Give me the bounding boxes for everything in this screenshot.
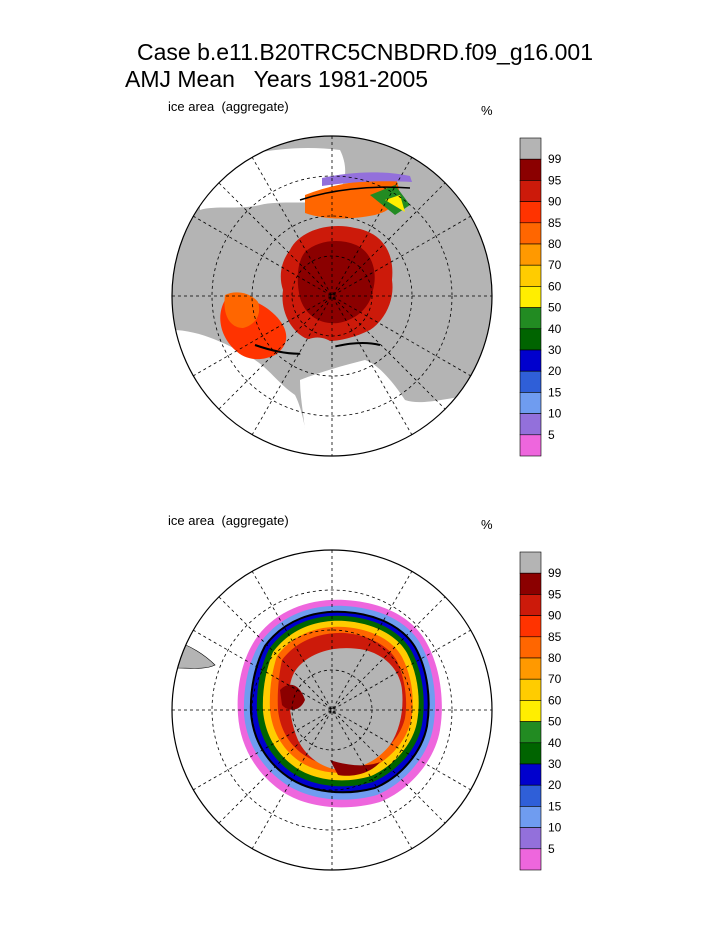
north-colorbar-swatch bbox=[519, 370, 542, 393]
north-graticule bbox=[172, 136, 492, 456]
north-colorbar-swatch bbox=[519, 158, 542, 181]
north-pacific-ocean bbox=[200, 140, 346, 210]
south-colorbar-swatch bbox=[519, 784, 542, 807]
south-map-border bbox=[171, 549, 493, 871]
south-colorbar-label: 40 bbox=[548, 736, 562, 750]
north-colorbar-label: 40 bbox=[548, 322, 562, 336]
north-arctic-ice-core bbox=[297, 240, 375, 324]
south-colorbar-swatch bbox=[519, 742, 542, 765]
north-colorbar-label: 15 bbox=[548, 385, 562, 399]
south-colorbar-swatch bbox=[519, 700, 542, 722]
south-colorbar-label: 99 bbox=[548, 566, 562, 580]
title-line-1: Case b.e11.B20TRC5CNBDRD.f09_g16.001 bbox=[137, 39, 593, 65]
title-line-2: AMJ Mean Years 1981-2005 bbox=[125, 66, 429, 92]
south-unit-label: % bbox=[481, 517, 493, 532]
north-colorbar-swatch bbox=[519, 137, 542, 160]
south-variable-label: ice area (aggregate) bbox=[168, 513, 289, 528]
south-colorbar-label: 10 bbox=[548, 821, 562, 835]
south-colorbar-label: 90 bbox=[548, 609, 562, 623]
north-unit-label: % bbox=[481, 103, 493, 118]
north-colorbar-swatch bbox=[519, 286, 542, 308]
south-colorbar-swatch bbox=[519, 636, 542, 659]
north-bering-ice bbox=[305, 178, 399, 219]
north-colorbar-swatch bbox=[519, 222, 542, 245]
south-colorbar-swatch bbox=[519, 615, 542, 638]
south-colorbar-swatch bbox=[519, 572, 542, 595]
south-colorbar-swatch bbox=[519, 678, 542, 701]
north-map-border bbox=[171, 135, 493, 457]
south-colorbar-label: 80 bbox=[548, 651, 562, 665]
north-colorbar-swatch bbox=[519, 180, 542, 202]
north-colorbar-label: 30 bbox=[548, 343, 562, 357]
south-colorbar-swatch bbox=[519, 551, 542, 574]
south-colorbar-label: 70 bbox=[548, 672, 562, 686]
north-colorbar-label: 5 bbox=[548, 428, 555, 442]
north-colorbar-label: 50 bbox=[548, 301, 562, 315]
south-colorbar-swatch bbox=[519, 657, 542, 680]
south-colorbar-label: 30 bbox=[548, 757, 562, 771]
south-colorbar-swatch bbox=[519, 594, 542, 616]
north-pacific-ice-contour bbox=[299, 186, 411, 201]
north-greenland bbox=[299, 337, 336, 368]
south-colorbar-label: 15 bbox=[548, 799, 562, 813]
south-ross-ice bbox=[330, 760, 380, 776]
north-colorbar-label: 95 bbox=[548, 173, 562, 187]
north-colorbar-swatch bbox=[519, 307, 542, 330]
north-colorbar-label: 60 bbox=[548, 279, 562, 293]
south-antarctica bbox=[289, 648, 403, 770]
north-colorbar: 99 95 90 85 80 70 60 50 40 30 20 15 10 5 bbox=[519, 137, 562, 457]
south-colorbar-label: 50 bbox=[548, 715, 562, 729]
north-colorbar-swatch bbox=[519, 434, 542, 457]
north-colorbar-label: 90 bbox=[548, 195, 562, 209]
south-colorbar-swatch bbox=[519, 721, 542, 744]
north-colorbar-label: 80 bbox=[548, 237, 562, 251]
north-variable-label: ice area (aggregate) bbox=[168, 99, 289, 114]
north-colorbar-swatch bbox=[519, 264, 542, 287]
south-colorbar-swatch bbox=[519, 827, 542, 850]
south-colorbar: 99 95 90 85 80 70 60 50 40 30 20 15 10 5 bbox=[519, 551, 562, 871]
south-colorbar-label: 85 bbox=[548, 630, 562, 644]
south-colorbar-swatch bbox=[519, 806, 542, 828]
south-colorbar-label: 95 bbox=[548, 587, 562, 601]
north-hudson-ice bbox=[224, 292, 260, 328]
north-colorbar-swatch bbox=[519, 413, 542, 436]
north-colorbar-label: 70 bbox=[548, 258, 562, 272]
south-colorbar-label: 60 bbox=[548, 693, 562, 707]
south-colorbar-label: 5 bbox=[548, 842, 555, 856]
north-colorbar-swatch bbox=[519, 201, 542, 224]
south-colorbar-swatch bbox=[519, 848, 542, 871]
north-colorbar-label: 10 bbox=[548, 407, 562, 421]
north-colorbar-swatch bbox=[519, 243, 542, 266]
south-colorbar-label: 20 bbox=[548, 778, 562, 792]
north-colorbar-label: 99 bbox=[548, 152, 562, 166]
north-colorbar-swatch bbox=[519, 328, 542, 351]
north-bering-edge bbox=[322, 172, 412, 186]
north-colorbar-swatch bbox=[519, 349, 542, 372]
north-colorbar-swatch bbox=[519, 392, 542, 414]
north-colorbar-label: 20 bbox=[548, 364, 562, 378]
south-colorbar-swatch bbox=[519, 763, 542, 786]
north-okhotsk-edge bbox=[385, 195, 405, 212]
south-ice-edge-contour bbox=[249, 610, 430, 794]
north-colorbar-label: 85 bbox=[548, 216, 562, 230]
south-graticule bbox=[172, 550, 492, 870]
